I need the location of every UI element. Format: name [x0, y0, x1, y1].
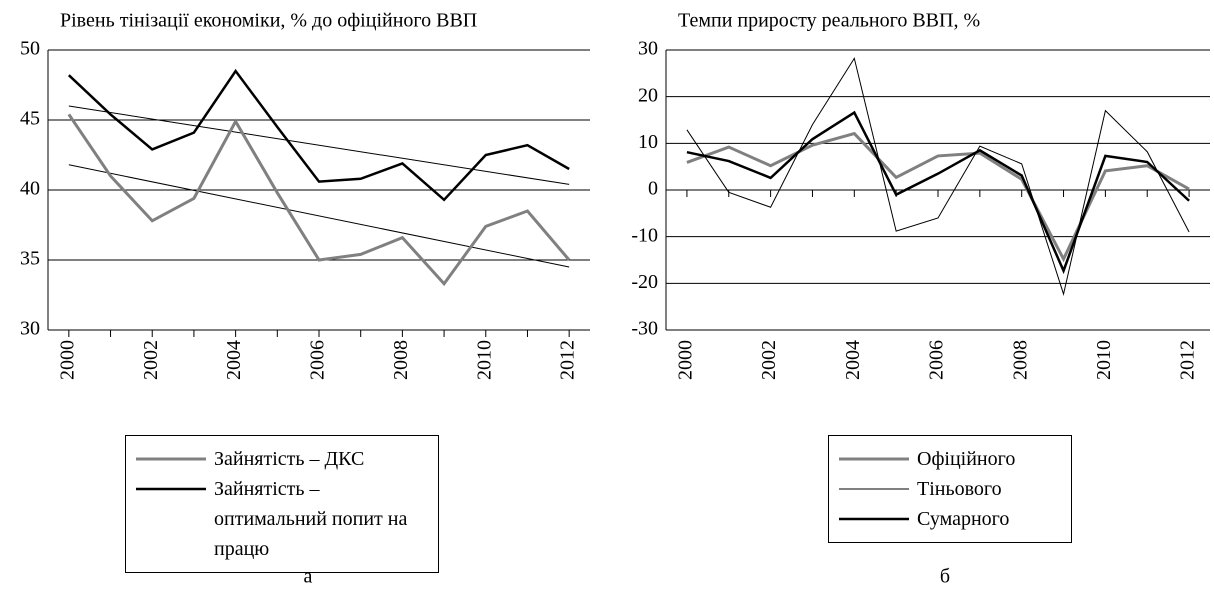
y-tick-label: -30 [631, 318, 658, 340]
x-tick-label: 2008 [390, 340, 412, 380]
series-line [686, 57, 1190, 296]
y-tick-label: 0 [648, 178, 658, 200]
x-tick-label: 2010 [473, 340, 495, 380]
legend-entry: Зайнятість – ДКС [136, 444, 428, 474]
chart-title: Рівень тінізації економіки, % до офіційн… [60, 10, 477, 32]
legend-label: Сумарного [917, 508, 1010, 530]
y-tick-label: -10 [631, 224, 658, 246]
legend-swatch [839, 488, 909, 490]
legend-entry: Сумарного [839, 504, 1061, 534]
legend-label: Офіційного [917, 448, 1016, 470]
x-tick-label: 2004 [842, 340, 864, 380]
caption: а [304, 566, 313, 588]
legend: Зайнятість – ДКС Зайнятість – оптимальний… [125, 435, 439, 573]
legend-label: Зайнятість – ДКС [214, 448, 365, 470]
x-tick-label: 2008 [1009, 340, 1031, 380]
legend: Офіційного Тіньового Сумарного [828, 435, 1072, 543]
y-tick-label: -20 [631, 271, 658, 293]
legend-entry: Тіньового [839, 474, 1061, 504]
y-tick-label: 35 [20, 248, 40, 270]
x-tick-label: 2006 [926, 340, 948, 380]
legend-swatch [839, 517, 909, 521]
x-tick-label: 2006 [307, 340, 329, 380]
trend-line [68, 105, 570, 185]
x-tick-label: 2000 [56, 340, 78, 380]
x-tick-label: 2010 [1093, 340, 1115, 380]
x-tick-label: 2000 [675, 340, 697, 380]
series-line [67, 113, 571, 287]
legend-label: Зайнятість – оптимальний попит на працю [214, 478, 408, 560]
y-tick-label: 50 [20, 38, 40, 60]
legend-label: Тіньового [917, 478, 1002, 500]
x-tick-label: 2012 [1177, 340, 1199, 380]
legend-swatch [136, 487, 206, 491]
legend-swatch [839, 457, 909, 461]
y-tick-label: 30 [20, 318, 40, 340]
chart-title: Темпи приросту реального ВВП, % [678, 10, 980, 32]
legend-entry: Офіційного [839, 444, 1061, 474]
y-tick-label: 10 [638, 131, 658, 153]
x-tick-label: 2002 [140, 340, 162, 380]
x-tick-label: 2002 [758, 340, 780, 380]
y-tick-label: 30 [638, 38, 658, 60]
legend-entry: Зайнятість – оптимальний попит на працю [136, 474, 428, 564]
y-tick-label: 20 [638, 84, 658, 106]
y-tick-label: 40 [20, 178, 40, 200]
y-tick-label: 45 [20, 108, 40, 130]
legend-swatch [136, 457, 206, 461]
series-line [67, 68, 570, 202]
x-tick-label: 2004 [223, 340, 245, 380]
series-line [686, 110, 1190, 275]
x-tick-label: 2012 [557, 340, 579, 380]
caption: б [940, 566, 950, 588]
series-line [686, 131, 1190, 263]
trend-line [68, 164, 570, 268]
